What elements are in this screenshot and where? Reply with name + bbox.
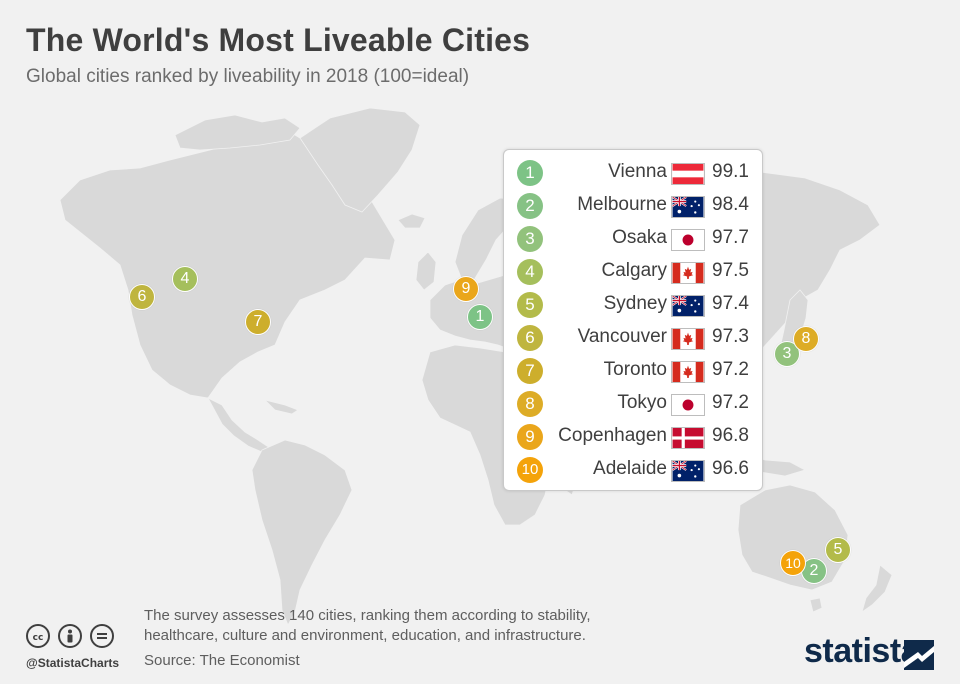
- australia-flag-icon: [671, 295, 705, 317]
- liveability-score: 97.5: [712, 260, 749, 281]
- ranking-table: 1 Vienna 99.1 2 Melbourne 98.4 3 Osaka 97.7 4 Calg…: [503, 149, 763, 491]
- canada-flag-icon: [671, 328, 705, 350]
- city-name: Sydney: [603, 293, 667, 314]
- japan-flag-icon: [671, 229, 705, 251]
- rank-badge: 5: [517, 292, 543, 318]
- rank-badge: 2: [517, 193, 543, 219]
- rank-badge: 1: [517, 160, 543, 186]
- iceland: [397, 213, 426, 229]
- central-america: [207, 397, 271, 453]
- ranking-row: 3 Osaka 97.7: [504, 223, 764, 256]
- canada-flag-icon: [671, 361, 705, 383]
- svg-text:cc: cc: [33, 633, 44, 643]
- liveability-score: 96.6: [712, 458, 749, 479]
- statista-logo: statista: [804, 632, 920, 670]
- license-icons: cc: [26, 624, 122, 652]
- city-marker: 10: [780, 550, 806, 576]
- liveability-score: 99.1: [712, 161, 749, 182]
- australia-flag-icon: [671, 460, 705, 482]
- city-name: Vancouver: [577, 326, 667, 347]
- city-marker: 7: [245, 309, 271, 335]
- rank-badge: 4: [517, 259, 543, 285]
- page-title: The World's Most Liveable Cities: [26, 22, 531, 58]
- city-marker: 6: [129, 284, 155, 310]
- ranking-row: 1 Vienna 99.1: [504, 157, 764, 190]
- social-handle: @StatistaCharts: [26, 656, 120, 670]
- source-text: Source: The Economist: [144, 652, 300, 669]
- new-zealand: [861, 564, 893, 613]
- rank-badge: 10: [517, 457, 543, 483]
- tasmania: [809, 597, 823, 613]
- canada-flag-icon: [671, 262, 705, 284]
- liveability-score: 96.8: [712, 425, 749, 446]
- city-name: Toronto: [603, 359, 667, 380]
- city-marker: 8: [793, 326, 819, 352]
- city-name: Melbourne: [577, 194, 667, 215]
- liveability-score: 97.2: [712, 392, 749, 413]
- rank-badge: 3: [517, 226, 543, 252]
- no-derivatives-icon: [90, 624, 114, 648]
- rank-badge: 9: [517, 424, 543, 450]
- austria-flag-icon: [671, 163, 705, 185]
- attribution-icon: [58, 624, 82, 648]
- survey-note: The survey assesses 140 cities, ranking …: [144, 607, 591, 644]
- rank-badge: 6: [517, 325, 543, 351]
- city-marker: 4: [172, 266, 198, 292]
- city-name: Osaka: [612, 227, 667, 248]
- rank-badge: 7: [517, 358, 543, 384]
- australia-flag-icon: [671, 196, 705, 218]
- japan-flag-icon: [671, 394, 705, 416]
- ranking-row: 5 Sydney 97.4: [504, 289, 764, 322]
- statista-logo-icon: [904, 640, 934, 670]
- ranking-row: 2 Melbourne 98.4: [504, 190, 764, 223]
- liveability-score: 98.4: [712, 194, 749, 215]
- greenland: [299, 107, 421, 213]
- liveability-score: 97.2: [712, 359, 749, 380]
- city-marker: 9: [453, 276, 479, 302]
- city-marker: 1: [467, 304, 493, 330]
- city-name: Copenhagen: [558, 425, 667, 446]
- page-subtitle: Global cities ranked by liveability in 2…: [26, 66, 470, 87]
- liveability-score: 97.3: [712, 326, 749, 347]
- ranking-row: 8 Tokyo 97.2: [504, 388, 764, 421]
- liveability-score: 97.7: [712, 227, 749, 248]
- arctic-islands: [174, 114, 301, 151]
- city-marker: 5: [825, 537, 851, 563]
- ranking-row: 4 Calgary 97.5: [504, 256, 764, 289]
- cc-icon: cc: [26, 624, 50, 648]
- ranking-row: 7 Toronto 97.2: [504, 355, 764, 388]
- denmark-flag-icon: [671, 427, 705, 449]
- ranking-row: 9 Copenhagen 96.8: [504, 421, 764, 454]
- city-name: Adelaide: [593, 458, 667, 479]
- british-isles: [415, 251, 437, 291]
- city-name: Vienna: [608, 161, 667, 182]
- city-name: Tokyo: [617, 392, 667, 413]
- south-america: [251, 439, 353, 626]
- city-name: Calgary: [601, 260, 667, 281]
- ranking-row: 10 Adelaide 96.6: [504, 454, 764, 487]
- ranking-row: 6 Vancouver 97.3: [504, 322, 764, 355]
- rank-badge: 8: [517, 391, 543, 417]
- liveability-score: 97.4: [712, 293, 749, 314]
- caribbean: [263, 399, 299, 415]
